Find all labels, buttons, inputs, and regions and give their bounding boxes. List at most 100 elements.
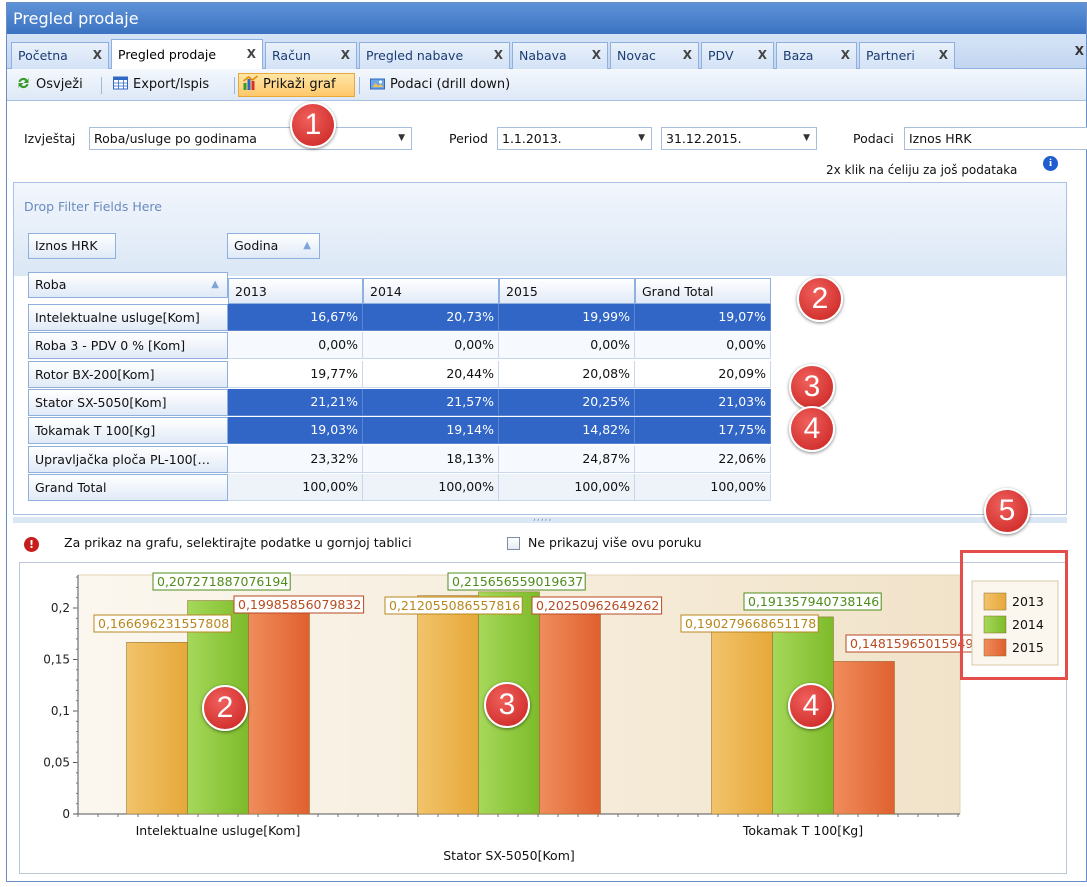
bar-2015-0[interactable]	[248, 607, 310, 815]
export-label: Export/Ispis	[133, 77, 210, 92]
tab-label: Novac	[617, 48, 656, 63]
pivot-cell[interactable]: 100,00%	[499, 473, 635, 501]
pivot-cell[interactable]: 24,87%	[499, 445, 635, 473]
close-icon[interactable]: X	[246, 47, 256, 61]
pivot-cell[interactable]: 23,32%	[228, 445, 363, 473]
date-from-picker[interactable]: 1.1.2013. ▼	[497, 127, 652, 150]
data-select[interactable]: Iznos HRK	[904, 127, 1087, 150]
chevron-down-icon[interactable]: ▼	[638, 133, 645, 143]
close-all-icon[interactable]: X	[1074, 44, 1084, 58]
annotation-badge-2: 2	[797, 276, 843, 322]
panel-splitter[interactable]: ,,,,,	[13, 513, 1067, 523]
pivot-cell[interactable]: 21,57%	[363, 388, 499, 416]
y-tick-label: 0,15	[43, 653, 70, 667]
tab-pregled-nabave[interactable]: Pregled nabave X	[359, 42, 510, 69]
pivot-cell[interactable]: 0,00%	[363, 332, 499, 360]
drilldown-button[interactable]: Podaci (drill down)	[365, 73, 515, 97]
close-icon[interactable]: X	[493, 48, 503, 62]
column-header[interactable]: 2013	[228, 278, 363, 304]
tab-baza[interactable]: Baza X	[776, 42, 857, 69]
pivot-cell[interactable]: 19,77%	[228, 360, 363, 388]
drop-filter-area[interactable]: Drop Filter Fields Here	[24, 199, 162, 214]
legend-label: 2015	[1012, 640, 1044, 655]
row-field-button[interactable]: Roba ▲	[28, 272, 228, 298]
tab-pdv[interactable]: PDV X	[701, 42, 774, 69]
close-icon[interactable]: X	[840, 48, 850, 62]
close-icon[interactable]: X	[938, 48, 948, 62]
column-header[interactable]: 2014	[363, 278, 499, 304]
data-label: 0,20250962649262	[536, 598, 659, 613]
pivot-cell[interactable]: 20,44%	[363, 360, 499, 388]
legend-swatch-2015	[983, 638, 1007, 657]
bar-2013-2[interactable]	[711, 617, 773, 815]
chevron-down-icon[interactable]: ▼	[398, 133, 405, 143]
data-label-box	[384, 596, 523, 615]
annotation-badge-3-chart: 3	[484, 682, 530, 728]
close-icon[interactable]: X	[682, 48, 692, 62]
close-icon[interactable]: X	[92, 48, 102, 62]
column-header[interactable]: Grand Total	[635, 278, 771, 304]
pivot-cell[interactable]: 20,73%	[363, 304, 499, 331]
pivot-cell[interactable]: 19,14%	[363, 417, 499, 445]
chevron-down-icon[interactable]: ▼	[803, 133, 810, 143]
date-to-picker[interactable]: 31.12.2015. ▼	[661, 127, 817, 150]
export-button[interactable]: Export/Ispis	[108, 73, 214, 97]
pivot-cell[interactable]: 17,75%	[635, 417, 771, 445]
pivot-cell[interactable]: 16,67%	[228, 304, 363, 331]
pivot-cell[interactable]: 19,99%	[499, 304, 635, 331]
pivot-cell[interactable]: 21,21%	[228, 388, 363, 416]
pivot-cell[interactable]: 20,08%	[499, 360, 635, 388]
pivot-cell[interactable]: 100,00%	[363, 473, 499, 501]
bar-2015-1[interactable]	[539, 605, 601, 815]
bar-2013-1[interactable]	[417, 595, 479, 815]
pivot-cell[interactable]: 0,00%	[635, 332, 771, 360]
column-header[interactable]: 2015	[499, 278, 635, 304]
data-label: 0,190279668651178	[685, 616, 816, 631]
row-header[interactable]: Grand Total	[28, 473, 228, 501]
toolbar-separator	[359, 77, 360, 94]
refresh-icon	[18, 77, 29, 89]
tab-pregled-prodaje[interactable]: Pregled prodaje X	[111, 39, 263, 70]
close-icon[interactable]: X	[591, 48, 601, 62]
row-header[interactable]: Stator SX-5050[Kom]	[28, 388, 228, 416]
tab-partneri[interactable]: Partneri X	[859, 42, 955, 69]
pivot-cell[interactable]: 19,07%	[635, 304, 771, 331]
tab-novac[interactable]: Novac X	[610, 42, 699, 69]
pivot-cell[interactable]: 18,13%	[363, 445, 499, 473]
row-header[interactable]: Roba 3 - PDV 0 % [Kom]	[28, 332, 228, 360]
tab-nabava[interactable]: Nabava X	[512, 42, 608, 69]
pivot-cell[interactable]: 0,00%	[499, 332, 635, 360]
tab-label: Početna	[18, 48, 68, 63]
tab-racun[interactable]: Račun X	[265, 42, 357, 69]
row-header[interactable]: Upravljačka ploča PL-100[…	[28, 445, 228, 473]
show-chart-button[interactable]: Prikaži graf	[238, 73, 355, 97]
data-label: 0,207271887076194	[157, 574, 288, 589]
column-field-button[interactable]: Godina ▲	[227, 233, 320, 259]
toolbar-separator	[101, 77, 102, 94]
pivot-cell[interactable]: 20,09%	[635, 360, 771, 388]
pivot-cell[interactable]: 20,25%	[499, 388, 635, 416]
hide-message-checkbox[interactable]	[507, 537, 520, 550]
pivot-cell[interactable]: 14,82%	[499, 417, 635, 445]
pivot-cell[interactable]: 22,06%	[635, 445, 771, 473]
row-header[interactable]: Tokamak T 100[Kg]	[28, 417, 228, 445]
refresh-button[interactable]: Osvježi	[11, 73, 88, 97]
bar-2013-0[interactable]	[126, 642, 188, 815]
date-from-value: 1.1.2013.	[502, 131, 562, 146]
pivot-cell[interactable]: 19,03%	[228, 417, 363, 445]
pivot-cell[interactable]: 0,00%	[228, 332, 363, 360]
hint-text: 2x klik na ćeliju za još podataka	[826, 163, 1018, 177]
pivot-cell[interactable]: 100,00%	[228, 473, 363, 501]
row-header[interactable]: Rotor BX-200[Kom]	[28, 360, 228, 388]
data-field-button[interactable]: Iznos HRK	[28, 233, 116, 259]
pivot-cell[interactable]: 100,00%	[635, 473, 771, 501]
close-icon[interactable]: X	[340, 48, 350, 62]
report-select[interactable]: Roba/usluge po godinama ▼	[89, 127, 412, 150]
pivot-cell[interactable]: 21,03%	[635, 388, 771, 416]
close-icon[interactable]: X	[757, 48, 767, 62]
chart-icon	[243, 75, 258, 90]
bar-2015-2[interactable]	[833, 661, 895, 815]
tab-pocetna[interactable]: Početna X	[11, 42, 109, 69]
report-label: Izvještaj	[24, 131, 76, 146]
row-header[interactable]: Intelektualne usluge[Kom]	[28, 304, 228, 331]
